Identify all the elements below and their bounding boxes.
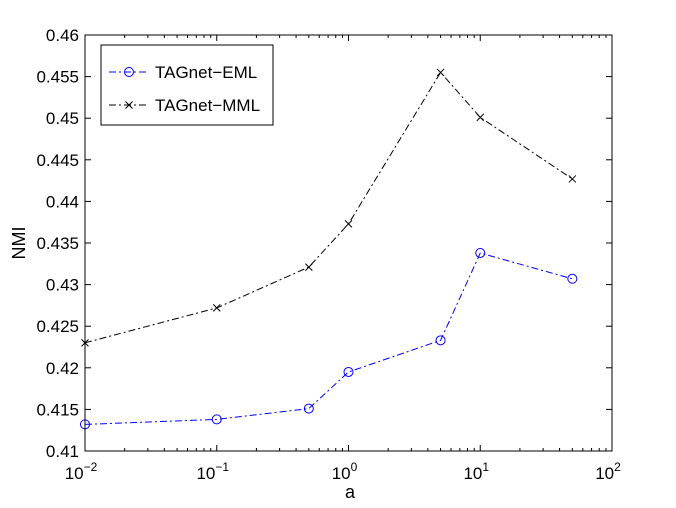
y-tick-label: 0.42 [46, 359, 79, 378]
y-tick-label: 0.46 [46, 26, 79, 45]
y-tick-label: 0.435 [36, 234, 79, 253]
x-tick-label: 102 [595, 460, 621, 483]
legend-marker-x [125, 101, 133, 109]
x-tick-label: 10−1 [196, 460, 229, 483]
y-tick-label: 0.41 [46, 442, 79, 461]
y-axis-label: NMI [9, 227, 29, 260]
data-point-x-stroke [212, 304, 221, 312]
data-point-x [568, 175, 577, 183]
data-point-circle [567, 273, 578, 284]
y-tick-label: 0.445 [36, 151, 79, 170]
data-point-x-stroke [476, 113, 485, 122]
legend-box [100, 44, 274, 126]
data-point-x [344, 220, 353, 228]
legend-marker-circle [124, 67, 134, 77]
y-tick-label: 0.425 [36, 317, 79, 336]
series-layer [80, 68, 578, 430]
y-tick-label: 0.44 [46, 192, 79, 211]
y-tick-label: 0.455 [36, 68, 79, 87]
x-tick-label: 100 [332, 460, 358, 483]
series-line [84, 252, 573, 425]
x-axis-label: a [345, 482, 356, 502]
y-tick-label: 0.43 [46, 276, 79, 295]
legend: TAGnet−EML TAGnet−MML [100, 44, 274, 126]
data-point-x-stroke [436, 68, 445, 77]
data-point-x-stroke [568, 175, 577, 183]
data-point-x [212, 304, 221, 312]
data-point-x-stroke [344, 220, 353, 228]
data-point-x [476, 113, 485, 122]
data-point-circle [475, 247, 486, 258]
axes-layer: 0.41 0.415 0.42 0.425 0.43 0.435 0.44 0.445 0.45… [36, 26, 621, 483]
y-tick-label: 0.415 [36, 400, 79, 419]
legend-label: TAGnet−MML [155, 96, 260, 115]
data-point-circle [435, 335, 446, 346]
data-point-x [436, 68, 445, 77]
legend-label: TAGnet−EML [155, 63, 257, 82]
data-point-x [304, 263, 313, 271]
data-point-circle [343, 366, 354, 377]
data-point-circle [211, 414, 222, 425]
y-tick-label: 0.45 [46, 109, 79, 128]
x-tick-label: 101 [463, 460, 489, 483]
x-tick-label: 10−2 [65, 460, 98, 483]
data-point-x-stroke [304, 263, 313, 271]
data-point-circle [303, 403, 314, 414]
